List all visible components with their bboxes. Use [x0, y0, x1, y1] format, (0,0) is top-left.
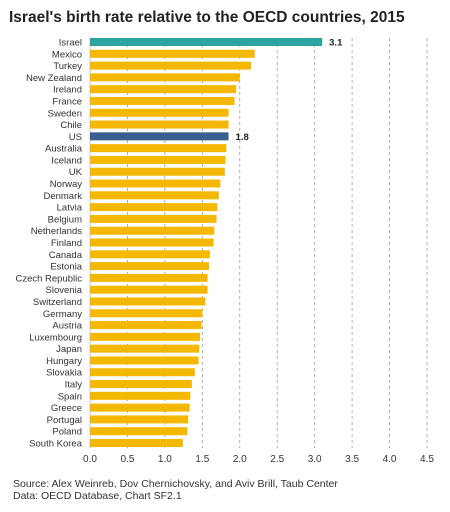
bar-slovenia: [90, 285, 208, 294]
category-label: New Zealand: [26, 73, 82, 84]
x-tick-label: 3.0: [308, 454, 322, 465]
bar-norway: [90, 179, 221, 188]
x-tick-label: 4.5: [420, 454, 434, 465]
category-label: Poland: [52, 427, 82, 438]
category-label: Netherlands: [31, 226, 82, 237]
bar-germany: [90, 309, 203, 318]
bar-canada: [90, 250, 210, 259]
bar-slovakia: [90, 368, 195, 377]
x-tick-label: 0.0: [83, 454, 97, 465]
bar-japan: [90, 344, 200, 353]
bar-austria: [90, 321, 202, 330]
bar-israel: [90, 38, 323, 46]
category-label: Estonia: [50, 262, 82, 273]
category-label: Australia: [45, 144, 83, 155]
bar-latvia: [90, 203, 218, 212]
category-label: Czech Republic: [15, 273, 82, 284]
category-label: Belgium: [48, 214, 82, 225]
bar-estonia: [90, 262, 210, 271]
category-label: Spain: [58, 391, 82, 402]
source-line: Source: Alex Weinreb, Dov Chernichovsky,…: [13, 478, 338, 490]
bar-czech-republic: [90, 273, 208, 282]
bar-ireland: [90, 85, 237, 94]
bar-italy: [90, 380, 192, 389]
x-tick-label: 2.5: [270, 454, 284, 465]
source-note: Source: Alex Weinreb, Dov Chernichovsky,…: [13, 478, 338, 502]
category-label: Switzerland: [33, 297, 82, 308]
category-label: Italy: [65, 380, 83, 391]
category-label: Greece: [51, 403, 82, 414]
category-label: Sweden: [48, 108, 82, 119]
bar-us: [90, 132, 229, 141]
category-label: South Korea: [29, 439, 83, 450]
x-tick-label: 1.5: [195, 454, 209, 465]
category-label: US: [69, 132, 82, 143]
category-label: Germany: [43, 309, 82, 320]
data-label: 3.1: [329, 38, 343, 49]
category-label: Canada: [49, 250, 83, 261]
category-label: Turkey: [53, 61, 82, 72]
category-label: Israel: [59, 38, 82, 49]
bar-poland: [90, 427, 188, 436]
data-label: 1.8: [236, 132, 249, 143]
bar-belgium: [90, 214, 217, 223]
category-label: Slovakia: [46, 368, 83, 379]
category-label: Latvia: [57, 203, 83, 214]
x-tick-label: 2.0: [233, 454, 247, 465]
category-label: Portugal: [47, 415, 82, 426]
category-label: Chile: [60, 120, 82, 131]
bar-denmark: [90, 191, 219, 200]
bar-sweden: [90, 108, 229, 117]
category-label: Ireland: [53, 85, 82, 96]
category-label: Norway: [50, 179, 82, 190]
category-label: UK: [69, 167, 83, 178]
data-source-line: Data: OECD Database, Chart SF2.1: [13, 490, 182, 502]
category-label: France: [52, 96, 82, 107]
bar-uk: [90, 167, 225, 176]
category-label: Iceland: [51, 155, 82, 166]
x-tick-label: 3.5: [345, 454, 359, 465]
bar-portugal: [90, 415, 189, 424]
bar-finland: [90, 238, 214, 247]
bar-spain: [90, 391, 191, 400]
category-label: Slovenia: [46, 285, 83, 296]
bar-chile: [90, 120, 229, 129]
bar-australia: [90, 144, 227, 153]
category-label: Luxembourg: [29, 332, 82, 343]
bar-luxembourg: [90, 332, 201, 341]
bar-greece: [90, 403, 190, 412]
bar-netherlands: [90, 226, 215, 235]
category-label: Hungary: [46, 356, 82, 367]
category-label: Finland: [51, 238, 82, 249]
bar-mexico: [90, 49, 255, 58]
bar-turkey: [90, 61, 252, 70]
category-label: Austria: [52, 321, 82, 332]
bar-france: [90, 96, 235, 105]
x-tick-label: 4.0: [383, 454, 397, 465]
chart-title: Israel's birth rate relative to the OECD…: [9, 9, 405, 26]
bar-iceland: [90, 155, 226, 164]
bar-switzerland: [90, 297, 206, 306]
category-label: Japan: [56, 344, 82, 355]
category-label: Denmark: [43, 191, 82, 202]
x-tick-label: 0.5: [120, 454, 134, 465]
bar-new-zealand: [90, 73, 240, 82]
bar-hungary: [90, 356, 199, 365]
x-tick-label: 1.0: [158, 454, 172, 465]
category-label: Mexico: [52, 49, 82, 60]
bar-south-korea: [90, 439, 183, 447]
